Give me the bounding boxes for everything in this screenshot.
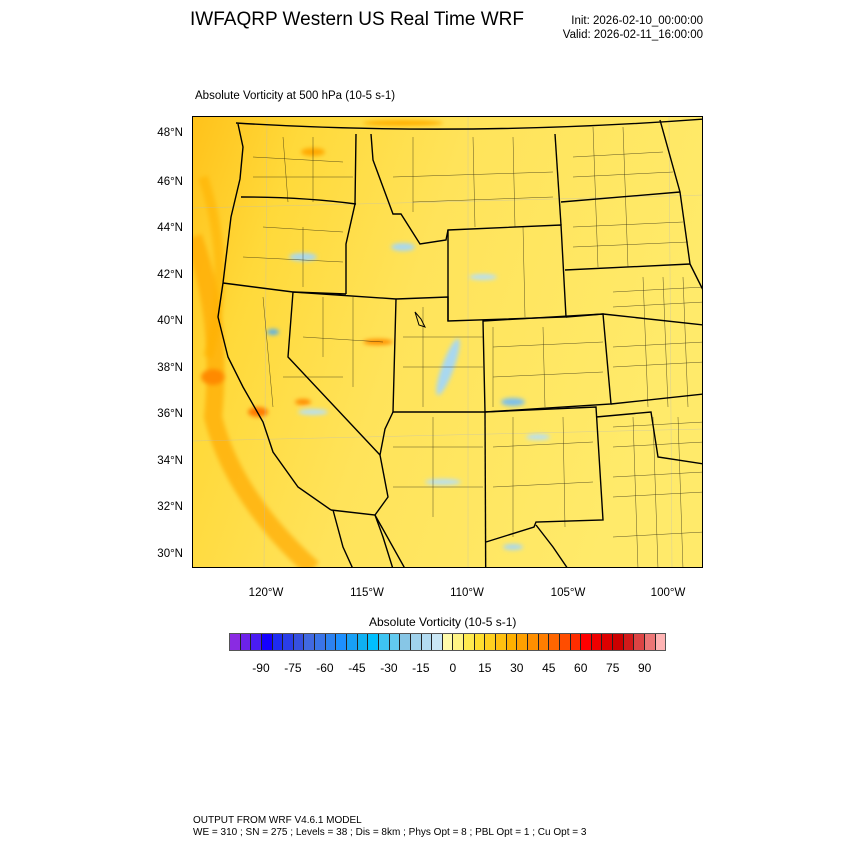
- colorbar-label: 75: [606, 661, 620, 675]
- lat-label: 32°N: [157, 501, 183, 513]
- colorbar-box: [347, 634, 358, 650]
- valid-time: Valid: 2026-02-11_16:00:00: [562, 29, 703, 41]
- model-config: WE = 310 ; SN = 275 ; Levels = 38 ; Dis …: [193, 827, 587, 838]
- colorbar-box: [400, 634, 411, 650]
- map-svg: [193, 117, 702, 567]
- lat-label: 30°N: [157, 548, 183, 560]
- colorbar-box: [378, 634, 390, 650]
- lat-label: 46°N: [157, 176, 183, 188]
- colorbar-box: [496, 634, 507, 650]
- lat-label: 36°N: [157, 408, 183, 420]
- colorbar-box: [549, 634, 560, 650]
- coastline: [217, 123, 332, 511]
- colorbar-box: [293, 634, 305, 650]
- colorbar-box: [634, 634, 645, 650]
- colorbar-label: -45: [348, 661, 366, 675]
- colorbar-label: 45: [542, 661, 556, 675]
- colorbar: [229, 633, 666, 651]
- colorbar-box: [251, 634, 262, 650]
- colorbar-box: [506, 634, 518, 650]
- vorticity-field: [193, 117, 702, 567]
- colorbar-box: [336, 634, 348, 650]
- lon-label: 105°W: [550, 587, 586, 599]
- colorbar-label: 30: [510, 661, 524, 675]
- colorbar-label: -60: [316, 661, 334, 675]
- colorbar-box: [357, 634, 369, 650]
- lon-label: 120°W: [248, 587, 284, 599]
- colorbar-title: Absolute Vorticity (10-5 s-1): [369, 615, 517, 629]
- colorbar-box: [325, 634, 337, 650]
- colorbar-box: [474, 634, 486, 650]
- colorbar-label: 90: [637, 661, 652, 675]
- field-subtitle: Absolute Vorticity at 500 hPa (10-5 s-1): [195, 90, 396, 102]
- lat-label: 42°N: [157, 269, 183, 281]
- lat-label: 48°N: [157, 127, 183, 139]
- colorbar-box: [389, 634, 401, 650]
- colorbar-label: -90: [252, 661, 270, 675]
- colorbar-box: [240, 634, 252, 650]
- colorbar-box: [591, 634, 603, 650]
- model-info: OUTPUT FROM WRF V4.6.1 MODEL WE = 310 ; …: [193, 815, 586, 839]
- lat-label: 44°N: [157, 222, 183, 234]
- colorbar-box: [368, 634, 379, 650]
- colorbar-box: [315, 634, 326, 650]
- colorbar-label: -30: [380, 661, 398, 675]
- colorbar-label: 15: [478, 661, 492, 675]
- init-time: Init: 2026-02-10_00:00:00: [571, 15, 703, 27]
- colorbar-box: [442, 634, 454, 650]
- colorbar-box: [410, 634, 422, 650]
- colorbar-box: [272, 634, 284, 650]
- colorbar-box: [517, 634, 528, 650]
- state-borders: [217, 118, 702, 567]
- colorbar-box: [538, 634, 550, 650]
- county-borders: [242, 126, 702, 567]
- colorbar-box: [421, 634, 433, 650]
- colorbar-box: [304, 634, 316, 650]
- colorbar-label: 60: [574, 661, 588, 675]
- colorbar-box: [453, 634, 465, 650]
- colorbar-box: [464, 634, 475, 650]
- time-info: Init: 2026-02-10_00:00:00 Valid: 2026-02…: [563, 14, 703, 42]
- colorbar-box: [655, 634, 666, 650]
- colorbar-box: [527, 634, 539, 650]
- model-version: OUTPUT FROM WRF V4.6.1 MODEL: [193, 815, 362, 826]
- vorticity-map: [192, 116, 703, 568]
- lon-label: 110°W: [450, 587, 484, 599]
- lon-label: 100°W: [650, 587, 686, 599]
- vorticity-anomalies: [193, 120, 550, 567]
- lat-label: 40°N: [157, 315, 183, 327]
- lon-label: 115°W: [350, 587, 384, 599]
- colorbar-box: [559, 634, 571, 650]
- colorbar-box: [261, 634, 273, 650]
- colorbar-box: [485, 634, 497, 650]
- lat-label: 38°N: [157, 362, 183, 374]
- colorbar-box: [623, 634, 635, 650]
- colorbar-box: [644, 634, 656, 650]
- lat-label: 34°N: [157, 455, 183, 467]
- colorbar-label: 0: [449, 661, 457, 675]
- colorbar-box: [432, 634, 443, 650]
- colorbar-label: -15: [412, 661, 430, 675]
- colorbar-box: [602, 634, 614, 650]
- colorbar-box: [570, 634, 582, 650]
- colorbar-label: -75: [284, 661, 302, 675]
- colorbar-box: [613, 634, 624, 650]
- colorbar-box: [283, 634, 294, 650]
- plot-title: IWFAQRP Western US Real Time WRF: [190, 9, 524, 30]
- colorbar-box: [230, 634, 241, 650]
- colorbar-box: [581, 634, 592, 650]
